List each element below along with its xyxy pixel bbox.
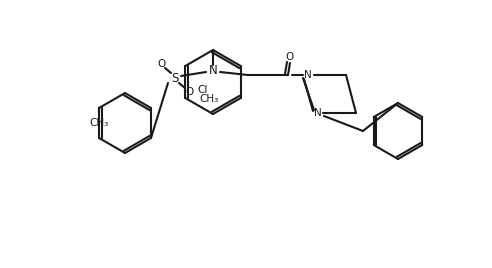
Text: S: S (171, 72, 179, 84)
Text: Cl: Cl (197, 85, 208, 95)
Text: CH₃: CH₃ (90, 118, 109, 128)
Text: N: N (304, 70, 312, 80)
Text: N: N (209, 64, 217, 76)
Text: N: N (314, 108, 322, 118)
Text: CH₃: CH₃ (199, 94, 218, 104)
Text: O: O (286, 52, 294, 62)
Text: O: O (157, 59, 165, 69)
Text: O: O (185, 87, 193, 97)
